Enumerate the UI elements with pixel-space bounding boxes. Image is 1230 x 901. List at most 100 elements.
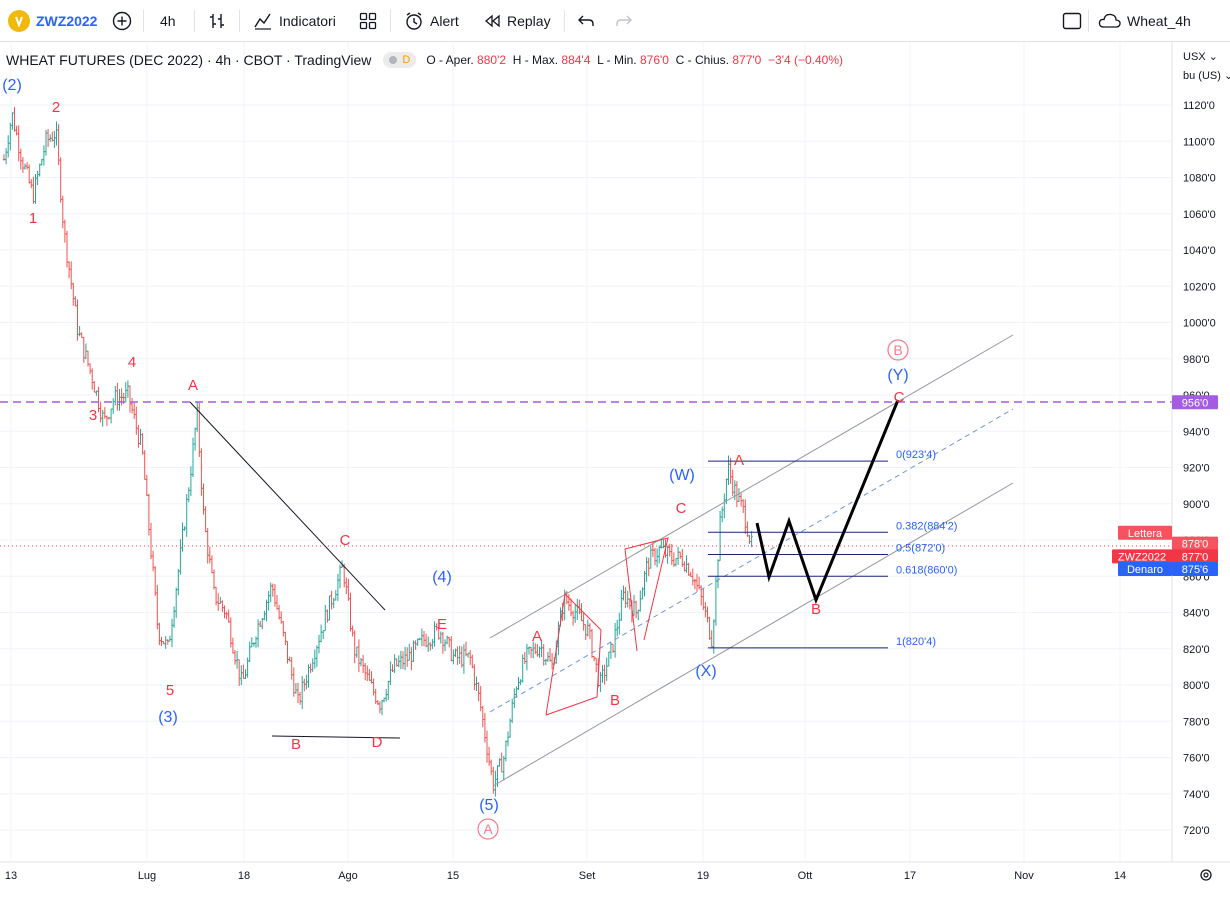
replay-label: Replay xyxy=(507,13,551,29)
price-bar xyxy=(536,644,539,657)
wave-label-blue[interactable]: (5) xyxy=(479,797,499,814)
price-bar xyxy=(256,619,260,648)
open-label: O - Aper. xyxy=(426,53,474,67)
ohlc-values: O - Aper. 880'2 H - Max. 884'4 L - Min. … xyxy=(426,53,843,67)
price-bar xyxy=(231,637,235,654)
price-bar xyxy=(51,131,54,142)
wave-label-blue[interactable]: (Y) xyxy=(887,367,908,384)
price-bar xyxy=(101,409,104,427)
price-bar xyxy=(618,612,621,635)
price-label-text: Lettera xyxy=(1128,528,1163,540)
wave-label-red[interactable]: 4 xyxy=(128,354,136,371)
wave-label-red[interactable]: E xyxy=(437,616,447,633)
wave-label-circled[interactable]: B xyxy=(887,339,909,361)
alert-button[interactable]: Alert xyxy=(404,8,459,34)
price-bar xyxy=(466,652,470,658)
price-bar xyxy=(399,650,403,670)
red-triangle-right[interactable] xyxy=(624,537,669,652)
rewind-icon xyxy=(484,14,500,28)
price-bar xyxy=(359,657,363,667)
price-tick-label: 920'0 xyxy=(1183,463,1210,475)
price-bar xyxy=(723,493,726,519)
price-bar xyxy=(368,668,371,681)
price-bar xyxy=(370,671,373,684)
price-bar xyxy=(574,604,577,623)
currency-label[interactable]: USX ⌄ xyxy=(1183,51,1218,63)
price-bar xyxy=(229,617,232,648)
replay-button[interactable]: Replay xyxy=(483,8,551,34)
wave-label-red[interactable]: 3 xyxy=(89,407,97,424)
wave-label-red[interactable]: C xyxy=(894,389,905,406)
price-bar xyxy=(76,299,79,341)
red-triangle-left[interactable] xyxy=(545,592,602,716)
compare-symbol-button[interactable] xyxy=(112,8,132,34)
price-bar xyxy=(292,667,295,697)
price-bar xyxy=(538,646,541,658)
black-trend-line[interactable] xyxy=(189,401,386,611)
projected-wave-path[interactable] xyxy=(755,399,900,605)
wave-label-red[interactable]: B xyxy=(610,692,620,709)
wave-label-blue[interactable]: (3) xyxy=(158,709,178,726)
gear-icon[interactable] xyxy=(1200,869,1212,881)
interval-button[interactable]: 4h xyxy=(160,8,176,34)
chart-grid xyxy=(0,42,1172,862)
price-bar xyxy=(162,640,165,645)
wave-label-red[interactable]: 2 xyxy=(52,99,60,116)
price-bar xyxy=(324,605,327,632)
price-bar xyxy=(61,195,64,229)
price-bar xyxy=(59,157,62,203)
channel-lower-line[interactable] xyxy=(492,482,1014,787)
wave-label-blue[interactable]: (2) xyxy=(2,77,22,94)
black-support-line[interactable] xyxy=(271,735,401,739)
wave-label-blue[interactable]: (4) xyxy=(432,569,452,586)
wave-label-red[interactable]: D xyxy=(372,734,383,751)
redo-button[interactable] xyxy=(615,8,633,34)
wave-label-red[interactable]: C xyxy=(676,500,687,517)
chart-canvas[interactable]: 0(923'4) 0.382(884'2) 0.5(872'0) 0.618(860'… xyxy=(0,42,1230,901)
layout-save-button[interactable]: Wheat_4h xyxy=(1098,8,1191,34)
price-bar xyxy=(714,576,718,626)
price-bar xyxy=(372,678,375,696)
undo-button[interactable] xyxy=(577,8,595,34)
wave-label-red[interactable]: C xyxy=(340,532,351,549)
price-bar xyxy=(67,261,71,279)
wave-label-blue[interactable]: (W) xyxy=(669,467,695,484)
price-bar xyxy=(408,643,411,661)
fullscreen-button[interactable] xyxy=(1062,8,1082,34)
price-bar xyxy=(319,624,323,643)
data-delay-badge[interactable]: D xyxy=(383,52,417,68)
price-bar xyxy=(112,398,115,414)
price-bar xyxy=(387,680,390,700)
price-bar xyxy=(511,698,514,724)
channel-upper-line[interactable] xyxy=(489,334,1014,639)
price-bar xyxy=(662,539,665,549)
wave-label-red[interactable]: A xyxy=(188,377,198,394)
time-tick-label: Ago xyxy=(338,870,358,882)
wave-label-blue[interactable]: (X) xyxy=(695,663,716,680)
indicators-button[interactable]: Indicatori xyxy=(253,8,336,34)
price-bar xyxy=(595,657,598,673)
templates-button[interactable] xyxy=(358,8,378,34)
price-bar xyxy=(204,506,207,533)
price-bar xyxy=(582,612,585,631)
wave-label-red[interactable]: B xyxy=(291,736,301,753)
chart-type-button[interactable] xyxy=(207,8,227,34)
price-bar xyxy=(2,154,6,161)
wave-label-red[interactable]: B xyxy=(811,601,821,618)
wave-label-circled[interactable]: A xyxy=(477,818,499,840)
wave-label-red[interactable]: A xyxy=(734,452,744,469)
price-bar xyxy=(44,130,48,156)
price-bar xyxy=(351,625,354,637)
wave-label-red[interactable]: 5 xyxy=(166,682,174,699)
wave-label-red[interactable]: A xyxy=(532,628,542,645)
price-bar xyxy=(78,325,81,337)
fib-retracement: 0(923'4) 0.382(884'2) 0.5(872'0) 0.618(860'… xyxy=(708,449,957,649)
price-bar xyxy=(158,622,161,646)
price-bar xyxy=(592,656,596,662)
price-bar xyxy=(645,556,648,583)
price-bar xyxy=(685,555,688,573)
symbol-search[interactable]: ZWZ2022 xyxy=(8,8,97,34)
channel-mid-line[interactable] xyxy=(489,408,1014,713)
unit-label[interactable]: bu (US) ⌄ xyxy=(1183,70,1230,82)
wave-label-red[interactable]: 1 xyxy=(29,210,37,227)
